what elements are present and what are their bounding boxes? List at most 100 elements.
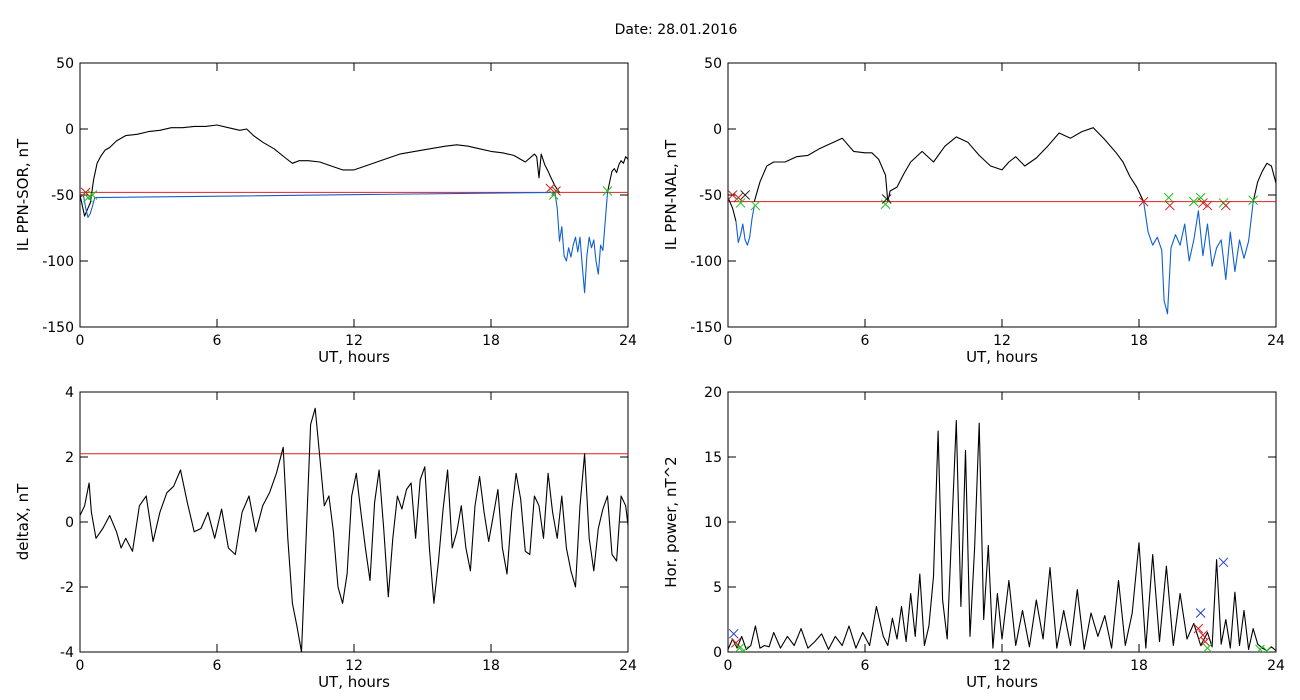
x-tick-label: 6 <box>213 658 222 674</box>
y-tick-label: -150 <box>42 320 74 336</box>
y-tick-label: 0 <box>713 122 722 138</box>
event-marker <box>739 645 749 652</box>
x-tick-label: 18 <box>1130 333 1148 349</box>
x-tick-label: 18 <box>1130 658 1148 674</box>
series-line-4 <box>1143 201 1254 315</box>
event-marker <box>1262 645 1272 652</box>
event-marker <box>728 190 738 200</box>
x-axis-label: UT, hours <box>966 348 1038 366</box>
series-line-1 <box>728 420 1276 652</box>
event-marker <box>1218 557 1229 568</box>
x-tick-label: 18 <box>482 333 500 349</box>
y-tick-label: 5 <box>713 580 722 596</box>
event-marker <box>740 190 750 200</box>
series-line-1 <box>80 124 560 217</box>
x-tick-label: 6 <box>861 333 870 349</box>
event-marker <box>1195 608 1206 618</box>
series-line-3 <box>753 127 1145 203</box>
y-tick-label: 0 <box>65 122 74 138</box>
y-tick-label: -150 <box>690 320 722 336</box>
event-marker <box>548 190 559 200</box>
event-marker <box>1198 630 1208 640</box>
y-tick-label: 50 <box>56 56 74 72</box>
x-tick-label: 24 <box>619 333 637 349</box>
event-marker <box>1163 192 1174 203</box>
y-axis-label: Hor. power, nT^2 <box>662 456 680 587</box>
event-marker <box>1193 623 1204 634</box>
event-marker <box>80 187 91 198</box>
event-marker <box>735 198 746 208</box>
series-line-2 <box>735 205 755 246</box>
y-tick-label: 2 <box>65 450 74 466</box>
event-marker <box>1202 200 1213 211</box>
figure-title: Date: 28.01.2016 <box>615 22 738 38</box>
x-tick-label: 12 <box>345 658 363 674</box>
series-line-2 <box>82 191 609 294</box>
series-line-1 <box>80 407 628 652</box>
x-tick-label: 12 <box>993 333 1011 349</box>
x-tick-label: 0 <box>724 658 733 674</box>
event-marker <box>733 192 744 203</box>
plot-area <box>80 124 628 294</box>
x-tick-label: 12 <box>345 333 363 349</box>
x-tick-label: 0 <box>76 658 85 674</box>
event-marker <box>728 628 739 639</box>
event-marker <box>734 643 745 652</box>
event-marker <box>1200 636 1211 647</box>
chart-panel-2: 0 6 12 18 24 -150 -100 -50 0 50 UT, hours IL PPN-NA… <box>662 56 1285 366</box>
x-tick-label: 24 <box>1267 658 1285 674</box>
x-axis-label: UT, hours <box>318 673 390 691</box>
x-tick-label: 24 <box>1267 333 1285 349</box>
y-axis-label: IL PPN-NAL, nT <box>662 139 680 250</box>
x-tick-label: 24 <box>619 658 637 674</box>
event-marker <box>83 192 93 203</box>
plot-frame <box>727 62 1277 328</box>
plot-area <box>728 127 1276 315</box>
event-marker <box>1198 198 1208 208</box>
event-marker <box>1248 195 1259 206</box>
event-marker <box>602 186 613 196</box>
y-tick-label: -100 <box>690 254 722 270</box>
event-marker <box>881 194 892 204</box>
y-axis-label: deltaX, nT <box>14 483 32 560</box>
y-tick-label: -50 <box>699 188 722 204</box>
event-marker <box>1188 196 1199 207</box>
y-tick-label: 20 <box>704 385 722 401</box>
event-marker <box>750 200 761 211</box>
plot-frame <box>727 391 1277 653</box>
y-tick-label: -50 <box>51 188 74 204</box>
plot-area <box>80 407 628 652</box>
series-line-3 <box>606 156 628 193</box>
chart-panel-4: 0 6 12 18 24 0 5 10 15 20 UT, hours Hor. power, nT^… <box>662 385 1285 691</box>
x-axis-label: UT, hours <box>318 348 390 366</box>
event-marker <box>87 190 98 200</box>
x-tick-label: 12 <box>993 658 1011 674</box>
event-marker <box>1220 200 1231 211</box>
y-tick-label: 4 <box>65 385 74 401</box>
event-marker <box>1202 643 1213 652</box>
y-tick-label: 0 <box>65 515 74 531</box>
series-line-5 <box>1252 162 1276 202</box>
event-marker <box>1195 192 1206 203</box>
event-marker <box>545 183 556 194</box>
event-marker <box>1138 196 1149 207</box>
plot-area <box>728 420 1276 652</box>
chart-panel-1: 0 6 12 18 24 -150 -100 -50 0 50 UT, hours IL PPN-SO… <box>14 56 637 366</box>
y-tick-label: -100 <box>42 254 74 270</box>
x-tick-label: 6 <box>213 333 222 349</box>
series-line-1 <box>728 197 737 222</box>
x-tick-label: 6 <box>861 658 870 674</box>
x-tick-label: 0 <box>724 333 733 349</box>
y-tick-label: -2 <box>60 580 74 596</box>
y-tick-label: 10 <box>704 515 722 531</box>
event-marker <box>1164 200 1175 211</box>
event-marker <box>731 638 741 648</box>
x-tick-label: 18 <box>482 658 500 674</box>
y-tick-label: 0 <box>713 645 722 661</box>
x-axis-label: UT, hours <box>966 673 1038 691</box>
y-tick-label: 50 <box>704 56 722 72</box>
y-tick-label: -4 <box>60 645 74 661</box>
